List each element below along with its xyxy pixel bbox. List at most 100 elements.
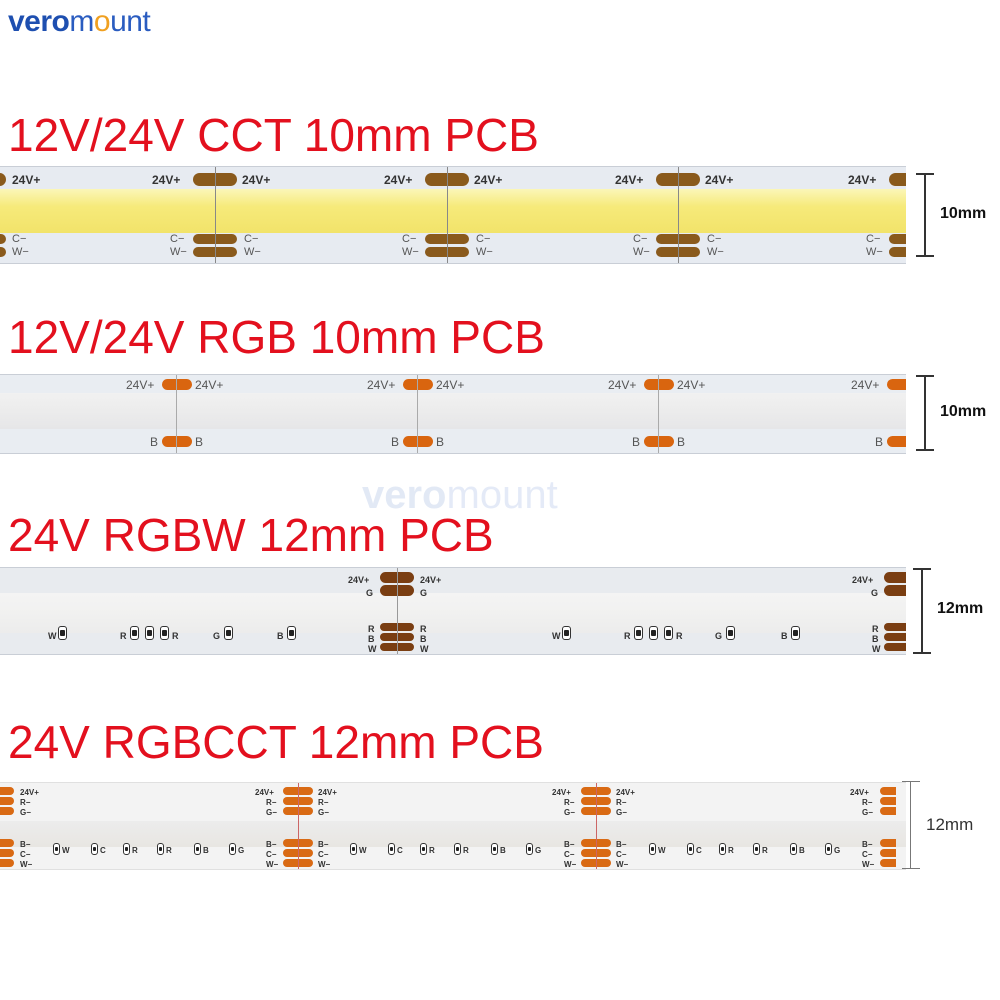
pad-label: W− bbox=[12, 246, 29, 258]
pad-label: R− bbox=[616, 798, 627, 807]
pad-label: 24V+ bbox=[348, 575, 370, 585]
product-title-cct: 12V/24V CCT 10mm PCB bbox=[8, 109, 539, 161]
pad-label: W bbox=[368, 644, 377, 654]
solder-pad bbox=[880, 849, 896, 857]
solder-pad bbox=[889, 247, 906, 257]
pad-label: B bbox=[875, 435, 884, 449]
led-chip bbox=[664, 626, 673, 640]
led-chip bbox=[491, 843, 498, 855]
pad-label: R− bbox=[20, 798, 31, 807]
chip-label: R bbox=[132, 846, 138, 855]
chip-label: R bbox=[463, 846, 469, 855]
pad-label: C− bbox=[266, 850, 277, 859]
led-chip bbox=[634, 626, 643, 640]
pad-label: B− bbox=[616, 840, 627, 849]
pad-label: C− bbox=[318, 850, 329, 859]
pad-label: G− bbox=[266, 808, 277, 817]
led-chip bbox=[719, 843, 726, 855]
pad-label: 24V+ bbox=[420, 575, 442, 585]
solder-pad bbox=[884, 585, 906, 596]
pad-label: G− bbox=[616, 808, 627, 817]
chip-label: B bbox=[500, 846, 506, 855]
chip-label: W bbox=[658, 846, 666, 855]
pad-label: 24V+ bbox=[318, 788, 337, 797]
pad-label: G− bbox=[564, 808, 575, 817]
product-title-rgbcct: 24V RGBCCT 12mm PCB bbox=[8, 716, 544, 768]
width-dimension-rgb: 10mm bbox=[916, 375, 996, 451]
chip-label: R bbox=[624, 631, 631, 641]
led-chip bbox=[420, 843, 427, 855]
pad-label: W− bbox=[266, 860, 279, 869]
solder-pad bbox=[403, 379, 433, 390]
pad-label: W− bbox=[616, 860, 629, 869]
solder-pad bbox=[0, 807, 14, 815]
chip-label: B bbox=[277, 631, 284, 641]
pad-label: R− bbox=[564, 798, 575, 807]
brand-logo: veromount bbox=[8, 5, 151, 38]
solder-pad bbox=[884, 623, 906, 631]
pad-label: 24V+ bbox=[552, 788, 571, 797]
width-label: 10mm bbox=[940, 205, 987, 222]
led-strip-cct: 24V+ 24V+ 24V+ 24V+ 24V+ 24V+ 24V+ 24V+ … bbox=[0, 166, 906, 264]
solder-pad bbox=[0, 787, 14, 795]
pad-label: B bbox=[632, 435, 641, 449]
pad-label: W− bbox=[707, 246, 724, 258]
chip-label: G bbox=[535, 846, 542, 855]
pad-label: C− bbox=[866, 233, 881, 245]
led-strip-rgbw: 24V+ 24V+ G G 24V+ G R B W R B W R B W W… bbox=[0, 567, 906, 655]
led-chip bbox=[194, 843, 201, 855]
width-label: 12mm bbox=[937, 600, 984, 617]
solder-pad bbox=[403, 436, 433, 447]
pad-label: W− bbox=[20, 860, 33, 869]
solder-pad bbox=[162, 379, 192, 390]
pad-label: B bbox=[195, 435, 204, 449]
solder-pad bbox=[880, 807, 896, 815]
pad-label: W− bbox=[866, 246, 883, 258]
cut-line bbox=[417, 375, 418, 453]
led-chip bbox=[388, 843, 395, 855]
led-chip bbox=[526, 843, 533, 855]
pad-label: B− bbox=[266, 840, 277, 849]
brand-watermark: veromount bbox=[362, 473, 558, 517]
pad-label: C− bbox=[244, 233, 259, 245]
pad-label: C− bbox=[20, 850, 31, 859]
solder-pad bbox=[644, 379, 674, 390]
pad-label: G bbox=[366, 588, 374, 598]
pad-label: 24V+ bbox=[850, 788, 869, 797]
solder-pad bbox=[889, 234, 906, 244]
led-chip bbox=[350, 843, 357, 855]
pad-label: W− bbox=[244, 246, 261, 258]
pad-label: C− bbox=[170, 233, 185, 245]
pad-label: B− bbox=[20, 840, 31, 849]
cut-line bbox=[447, 167, 448, 263]
chip-label: C bbox=[397, 846, 403, 855]
chip-label: R bbox=[429, 846, 435, 855]
solder-pad bbox=[0, 247, 6, 257]
solder-pad bbox=[162, 436, 192, 447]
led-strip-rgb: 24V+ 24V+ 24V+ 24V+ 24V+ 24V+ 24V+ B B B… bbox=[0, 374, 906, 454]
pad-label: 24V+ bbox=[615, 173, 644, 187]
solder-pad bbox=[880, 839, 896, 847]
pad-label: B− bbox=[862, 840, 873, 849]
pad-label: R− bbox=[862, 798, 873, 807]
pad-label: 24V+ bbox=[608, 378, 637, 392]
pad-label: B bbox=[368, 634, 375, 644]
solder-pad bbox=[644, 436, 674, 447]
led-chip bbox=[649, 843, 656, 855]
pad-label: 24V+ bbox=[255, 788, 274, 797]
pad-label: W bbox=[872, 644, 881, 654]
pad-label: 24V+ bbox=[20, 788, 39, 797]
solder-pad bbox=[0, 839, 14, 847]
pad-label: 24V+ bbox=[242, 173, 271, 187]
pad-label: 24V+ bbox=[367, 378, 396, 392]
solder-pad bbox=[880, 787, 896, 795]
solder-pad bbox=[884, 572, 906, 583]
led-chip bbox=[753, 843, 760, 855]
led-chip bbox=[454, 843, 461, 855]
solder-pad bbox=[887, 379, 906, 390]
pad-label: 24V+ bbox=[851, 378, 880, 392]
solder-pad bbox=[0, 859, 14, 867]
pad-label: W− bbox=[170, 246, 187, 258]
chip-label: W bbox=[48, 631, 57, 641]
pad-label: B− bbox=[564, 840, 575, 849]
